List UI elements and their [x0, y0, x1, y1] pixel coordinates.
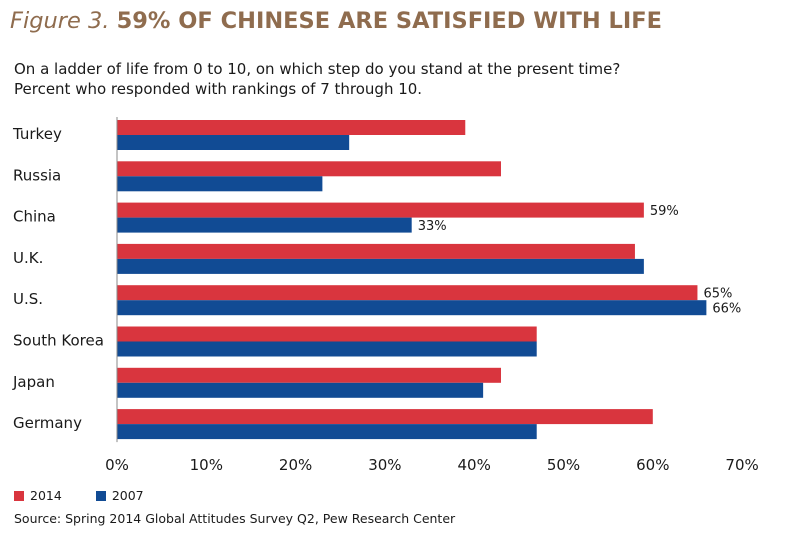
category-label-u-s: U.S. [13, 290, 43, 308]
bar-russia-2007 [117, 176, 323, 192]
x-tick-label: 50% [547, 456, 580, 474]
subtitle-line-1: On a ladder of life from 0 to 10, on whi… [14, 60, 621, 78]
bar-russia-2014 [117, 161, 501, 177]
subtitle-line-2: Percent who responded with rankings of 7… [14, 80, 423, 98]
data-label-u-s-2007: 66% [712, 302, 741, 317]
bar-germany-2007 [117, 424, 537, 440]
bar-japan-2007 [117, 382, 484, 398]
source-note: Source: Spring 2014 Global Attitudes Sur… [14, 511, 456, 526]
category-label-germany: Germany [13, 414, 82, 432]
data-label-china-2014: 59% [650, 204, 679, 219]
bar-u-k-2014 [117, 243, 635, 259]
bar-u-s-2007 [117, 300, 707, 316]
chart-subtitle: On a ladder of life from 0 to 10, on whi… [14, 59, 620, 99]
bar-china-2007 [117, 217, 412, 233]
bar-south-korea-2007 [117, 341, 537, 357]
data-label-china-2007: 33% [418, 219, 447, 234]
bar-u-s-2014 [117, 285, 698, 301]
x-tick-label: 30% [368, 456, 401, 474]
x-tick-label: 0% [105, 456, 129, 474]
category-label-china: China [13, 208, 56, 226]
x-tick-label: 10% [190, 456, 223, 474]
figure-label: Figure 3. [10, 8, 110, 34]
category-label-south-korea: South Korea [13, 332, 104, 350]
data-label-u-s-2014: 65% [703, 287, 732, 302]
category-label-japan: Japan [12, 373, 55, 391]
headline: 59% OF CHINESE ARE SATISFIED WITH LIFE [116, 8, 662, 34]
bar-germany-2014 [117, 409, 653, 425]
x-tick-label: 70% [725, 456, 758, 474]
chart-title: Figure 3. 59% OF CHINESE ARE SATISFIED W… [10, 8, 662, 34]
category-label-russia: Russia [13, 166, 61, 184]
category-label-u-k: U.K. [13, 249, 43, 267]
bar-turkey-2014 [117, 120, 466, 135]
bar-turkey-2007 [117, 135, 350, 150]
legend-label-2007: 2007 [111, 488, 144, 503]
bar-south-korea-2014 [117, 326, 537, 342]
category-label-turkey: Turkey [12, 125, 62, 143]
legend: 2014 2007 [14, 488, 144, 503]
bar-u-k-2007 [117, 258, 644, 274]
bar-japan-2014 [117, 367, 501, 383]
bar-china-2014 [117, 202, 644, 218]
legend-swatch-2007 [95, 490, 106, 501]
legend-swatch-2014 [14, 490, 24, 501]
legend-label-2014: 2014 [30, 488, 62, 503]
x-tick-label: 20% [279, 456, 312, 474]
x-tick-label: 60% [636, 456, 669, 474]
bar-chart: Turkey Russia China U.K. U.S. South Korea Japa… [12, 117, 759, 474]
x-tick-label: 40% [458, 456, 491, 474]
